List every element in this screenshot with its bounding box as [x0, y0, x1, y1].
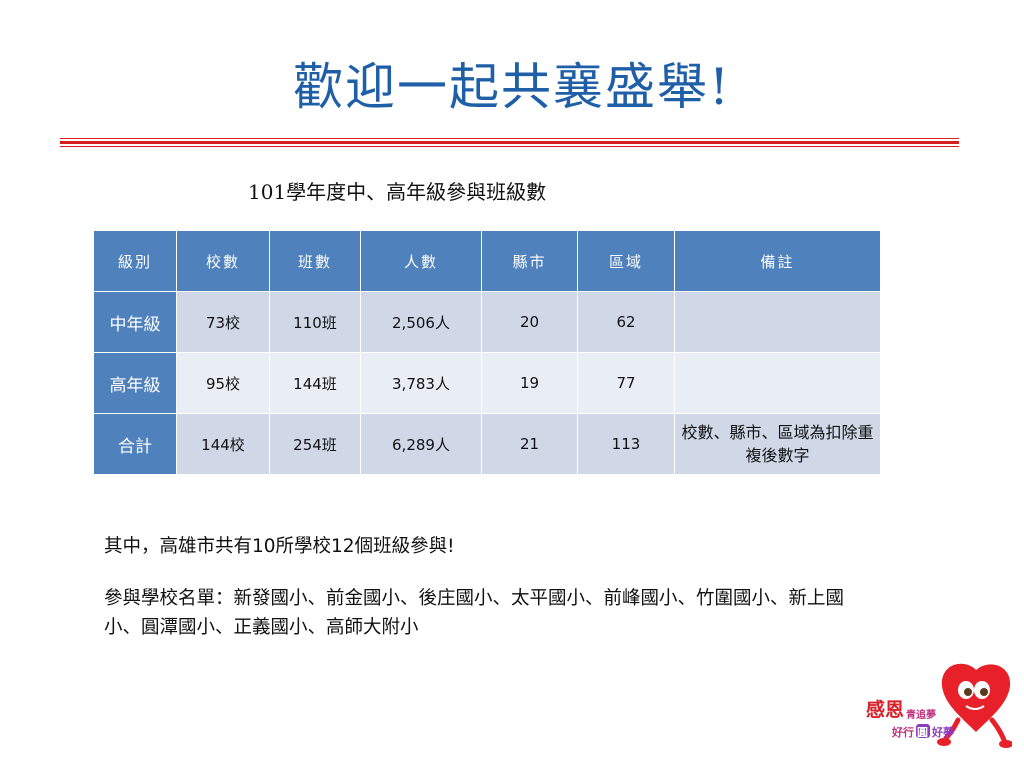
participation-table: 級別 校數 班數 人數 縣市 區域 備註 中年級 73校 110班 2,506人… — [93, 230, 881, 475]
logo-text: 好行 — [891, 725, 914, 739]
row-label: 高年級 — [93, 352, 177, 414]
remarks-cell: 校數、縣市、區域為扣除重複後數字 — [674, 413, 881, 475]
table-cell: 113 — [577, 413, 675, 475]
school-list: 參與學校名單：新發國小、前金國小、後庄國小、太平國小、前峰國小、竹圍國小、新上國… — [104, 587, 845, 639]
logo-text: 好夢 — [931, 725, 954, 739]
table-cell: 95校 — [176, 352, 270, 414]
column-header: 級別 — [93, 230, 177, 292]
table-header-row: 級別 校數 班數 人數 縣市 區域 備註 — [93, 230, 881, 292]
table-cell: 6,289人 — [360, 413, 482, 475]
page-title: 歡迎一起共襄盛舉! — [292, 58, 732, 116]
body-text: 其中，高雄市共有10所學校12個班級參與! 參與學校名單：新發國小、前金國小、後… — [104, 532, 864, 643]
table-cell: 110班 — [269, 291, 361, 353]
row-label: 中年級 — [93, 291, 177, 353]
table-caption: 101學年度中、高年級參與班級數 — [248, 180, 547, 204]
table-cell: 62 — [577, 291, 675, 353]
logo-text: 圓 — [917, 726, 928, 739]
table-cell — [674, 291, 881, 353]
title-divider — [60, 146, 959, 147]
column-header: 區域 — [577, 230, 675, 292]
title-divider — [60, 141, 959, 144]
table-cell: 77 — [577, 352, 675, 414]
column-header: 班數 — [269, 230, 361, 292]
table-cell: 144班 — [269, 352, 361, 414]
title-divider — [60, 138, 959, 139]
campaign-logo: 感恩 青追夢 好行 圓 好夢 — [862, 660, 1013, 760]
column-header: 校數 — [176, 230, 270, 292]
table-cell: 21 — [481, 413, 578, 475]
table-cell — [674, 352, 881, 414]
table-cell: 19 — [481, 352, 578, 414]
table-cell: 20 — [481, 291, 578, 353]
logo-text: 感恩 — [866, 698, 904, 721]
column-header: 備註 — [674, 230, 881, 292]
heart-mascot-icon: 感恩 青追夢 好行 圓 好夢 — [866, 663, 1013, 748]
table-cell: 144校 — [176, 413, 270, 475]
table-cell: 3,783人 — [360, 352, 482, 414]
table-cell: 73校 — [176, 291, 270, 353]
logo-text: 青追夢 — [906, 708, 936, 721]
column-header: 縣市 — [481, 230, 578, 292]
row-label: 合計 — [93, 413, 177, 475]
table-row: 高年級 95校 144班 3,783人 19 77 — [93, 352, 881, 414]
kaohsiung-summary: 其中，高雄市共有10所學校12個班級參與! — [104, 536, 455, 557]
column-header: 人數 — [360, 230, 482, 292]
table-cell: 254班 — [269, 413, 361, 475]
table-row: 合計 144校 254班 6,289人 21 113 校數、縣市、區域為扣除重複… — [93, 413, 881, 475]
table-row: 中年級 73校 110班 2,506人 20 62 — [93, 291, 881, 353]
table-cell: 2,506人 — [360, 291, 482, 353]
